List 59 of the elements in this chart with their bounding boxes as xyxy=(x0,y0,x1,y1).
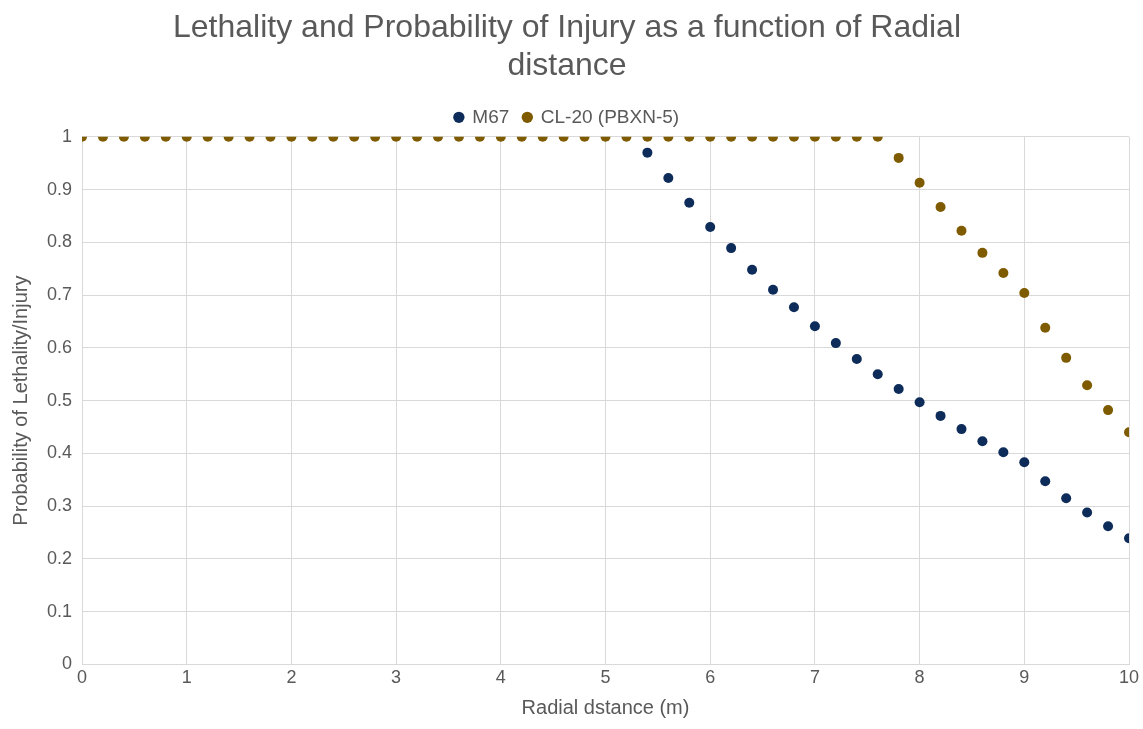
x-tick-label: 3 xyxy=(391,667,402,688)
x-tick-label: 2 xyxy=(286,667,297,688)
point xyxy=(956,225,967,236)
point xyxy=(684,197,695,208)
y-tick-label: 1 xyxy=(62,125,73,146)
point xyxy=(642,147,653,158)
y-tick-label: 0 xyxy=(62,653,73,674)
y-tick-label: 0.6 xyxy=(46,336,73,357)
point xyxy=(768,284,779,295)
chart-title: Lethality and Probability of Injury as a function of Radial distance xyxy=(172,8,962,83)
point xyxy=(977,247,988,258)
point xyxy=(1103,521,1114,532)
x-tick-label: 9 xyxy=(1019,667,1030,688)
y-tick-label: 0.8 xyxy=(46,231,73,252)
y-tick-label: 0.2 xyxy=(46,547,73,568)
x-tick-label: 8 xyxy=(914,667,925,688)
x-tick-label: 6 xyxy=(705,667,716,688)
x-tick-label: 7 xyxy=(809,667,820,688)
y-tick-label: 0.4 xyxy=(46,442,73,463)
point xyxy=(726,243,737,254)
point xyxy=(809,321,820,332)
point xyxy=(788,302,799,313)
y-tick-label: 0.5 xyxy=(46,389,73,410)
point xyxy=(998,267,1009,278)
point xyxy=(1103,405,1114,416)
legend-label: CL-20 (PBXN-5) xyxy=(540,105,680,127)
point xyxy=(872,369,883,380)
y-tick-label: 0.3 xyxy=(46,495,73,516)
point xyxy=(1040,476,1051,487)
point xyxy=(998,447,1009,458)
point xyxy=(705,222,716,233)
point xyxy=(1061,352,1072,363)
point xyxy=(977,436,988,447)
point xyxy=(747,264,758,275)
point xyxy=(893,383,904,394)
x-tick-label: 5 xyxy=(600,667,611,688)
x-tick-label: 4 xyxy=(495,667,506,688)
x-tick-label: 1 xyxy=(181,667,192,688)
point xyxy=(914,397,925,408)
x-tick-label: 10 xyxy=(1118,667,1140,688)
point xyxy=(1061,493,1072,504)
point xyxy=(830,338,841,349)
y-axis-title: Probability of Lethality/Injury xyxy=(8,275,31,526)
x-tick-label: 0 xyxy=(77,667,88,688)
legend-label: M67 xyxy=(472,105,510,127)
x-axis-title: Radial dstance (m) xyxy=(521,695,690,718)
point xyxy=(914,177,925,188)
y-tick-label: 0.7 xyxy=(46,284,73,305)
point xyxy=(935,201,946,212)
point xyxy=(851,353,862,364)
y-tick-label: 0.1 xyxy=(46,600,73,621)
point xyxy=(1040,322,1051,333)
point xyxy=(956,424,967,435)
point xyxy=(1019,457,1030,468)
point xyxy=(935,410,946,421)
point xyxy=(1082,507,1093,518)
point xyxy=(1082,380,1093,391)
y-tick-label: 0.9 xyxy=(46,178,73,199)
point xyxy=(1019,287,1030,298)
